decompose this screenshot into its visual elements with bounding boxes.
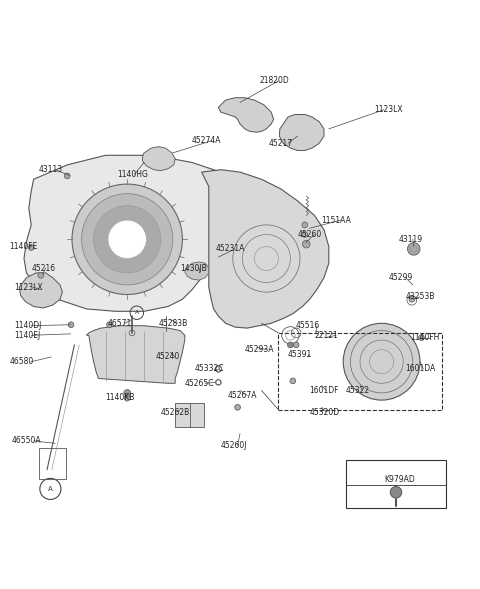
Text: 45231A: 45231A [216,244,245,253]
Circle shape [107,322,112,327]
Circle shape [408,243,420,255]
Text: 45267A: 45267A [228,391,257,400]
Polygon shape [24,155,250,312]
Polygon shape [19,273,62,308]
Text: 45516: 45516 [295,321,320,330]
Text: 43253B: 43253B [406,292,435,302]
Circle shape [124,389,131,396]
Circle shape [409,296,415,302]
Circle shape [82,194,173,285]
Text: 1140HG: 1140HG [118,170,148,179]
Text: 45299: 45299 [389,273,413,282]
Circle shape [302,231,308,237]
Text: 1123LX: 1123LX [14,283,43,292]
Circle shape [419,335,424,340]
Text: 45391: 45391 [288,350,312,359]
Circle shape [293,342,299,348]
Text: 1601DA: 1601DA [406,365,436,373]
Text: 45217: 45217 [269,139,293,148]
Circle shape [390,487,402,498]
Circle shape [290,378,296,384]
Circle shape [302,240,310,248]
Text: 21820D: 21820D [259,77,289,85]
Circle shape [28,244,34,250]
Text: 46550A: 46550A [12,436,42,445]
Text: 43113: 43113 [38,165,62,174]
Text: 45332C: 45332C [194,365,224,373]
Text: 1140FH: 1140FH [410,333,440,342]
Bar [39,448,66,479]
Circle shape [68,322,74,327]
Circle shape [288,342,293,348]
Text: 45260J: 45260J [221,441,247,450]
Polygon shape [185,262,209,280]
Text: 1140FE: 1140FE [10,242,38,251]
Text: 45322: 45322 [346,386,370,395]
Text: 45320D: 45320D [310,408,340,416]
Polygon shape [143,147,175,171]
Text: 1601DF: 1601DF [310,386,339,395]
Text: 22121: 22121 [314,331,338,340]
Text: 1140KB: 1140KB [106,393,135,402]
Polygon shape [202,170,329,328]
Polygon shape [218,98,274,133]
Text: 43119: 43119 [398,235,422,244]
Bar [175,402,204,426]
Text: 46571: 46571 [108,319,132,328]
Circle shape [124,395,130,401]
Circle shape [64,173,70,179]
Text: 1430JB: 1430JB [180,264,207,273]
Text: 45293A: 45293A [245,345,274,354]
Polygon shape [279,114,324,151]
Bar [346,460,446,508]
Circle shape [38,273,44,278]
Text: A: A [48,486,53,492]
Circle shape [108,220,146,259]
Circle shape [94,206,161,273]
Polygon shape [86,326,185,383]
Text: 45274A: 45274A [192,137,221,145]
Text: 45216: 45216 [31,264,55,273]
Text: 45260: 45260 [298,230,322,239]
Text: 45240: 45240 [156,352,180,362]
Text: 1151AA: 1151AA [322,216,351,224]
Text: 1140DJ: 1140DJ [14,321,42,330]
Text: 45265C: 45265C [185,379,214,388]
Text: A: A [135,310,139,315]
Bar [278,333,442,410]
Circle shape [72,184,182,294]
Circle shape [235,405,240,410]
Circle shape [343,323,420,400]
Text: K979AD: K979AD [384,475,415,484]
Text: 45283B: 45283B [158,319,188,328]
Text: 1123LX: 1123LX [374,105,403,114]
Text: 45262B: 45262B [161,408,190,416]
Text: 46580: 46580 [10,357,34,366]
Circle shape [302,222,308,228]
Text: 1140EJ: 1140EJ [14,331,41,340]
